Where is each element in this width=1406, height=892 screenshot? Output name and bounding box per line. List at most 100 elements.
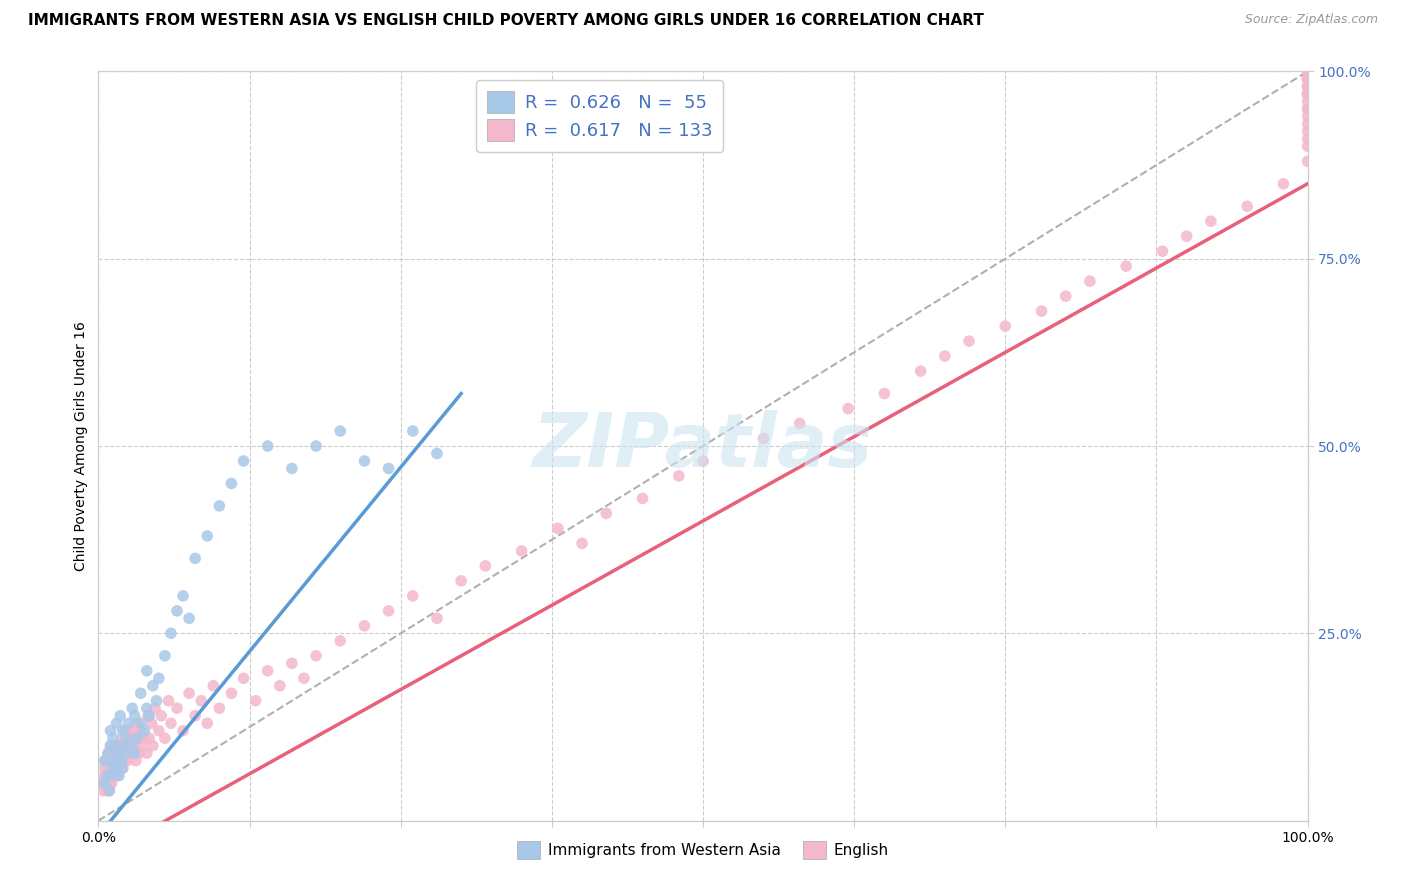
Point (957, 334, 980, 348)
Point (111, 761, 134, 775)
Point (108, 739, 131, 753)
Point (124, 708, 146, 723)
Point (221, 686, 243, 700)
Point (93, 769, 115, 783)
Point (111, 761, 134, 775)
Point (1296, 117, 1319, 131)
Point (172, 723, 194, 738)
Point (108, 739, 131, 753)
Point (135, 746, 157, 760)
Point (377, 604, 399, 618)
Point (202, 679, 225, 693)
Point (148, 723, 170, 738)
Point (107, 746, 129, 760)
Point (100, 761, 122, 775)
Point (94, 776, 117, 790)
Legend: Immigrants from Western Asia, English: Immigrants from Western Asia, English (510, 835, 896, 865)
Point (426, 611, 449, 625)
Point (157, 694, 180, 708)
Point (103, 769, 125, 783)
Point (1296, 154, 1319, 169)
Point (112, 754, 135, 768)
Point (100, 739, 122, 753)
Point (1296, 64, 1319, 78)
Point (281, 461, 304, 475)
Point (221, 476, 243, 491)
Point (1236, 199, 1258, 213)
Point (122, 723, 145, 738)
Point (1296, 132, 1319, 146)
Point (100, 776, 122, 790)
Point (121, 701, 143, 715)
Point (96, 783, 118, 797)
Point (208, 701, 231, 715)
Point (166, 604, 188, 618)
Point (1296, 71, 1319, 86)
Point (1054, 289, 1077, 303)
Point (1152, 244, 1174, 259)
Point (1296, 87, 1319, 101)
Point (190, 694, 212, 708)
Point (91, 783, 114, 797)
Point (98, 783, 121, 797)
Point (172, 589, 194, 603)
Point (292, 671, 315, 685)
Point (100, 769, 122, 783)
Point (141, 716, 163, 731)
Point (329, 424, 352, 438)
Point (510, 544, 533, 558)
Point (1296, 87, 1319, 101)
Point (1199, 214, 1222, 228)
Point (547, 521, 569, 535)
Point (131, 739, 153, 753)
Point (124, 739, 146, 753)
Point (104, 739, 127, 753)
Point (136, 708, 159, 723)
Text: ZIPatlas: ZIPatlas (533, 409, 873, 483)
Point (195, 529, 218, 543)
Point (934, 349, 956, 363)
Point (93, 776, 115, 790)
Point (166, 701, 188, 715)
Point (256, 664, 278, 678)
Point (245, 694, 267, 708)
Point (1296, 87, 1319, 101)
Point (752, 432, 775, 446)
Point (115, 739, 138, 753)
Point (1031, 304, 1053, 318)
Point (101, 761, 124, 775)
Point (105, 716, 128, 731)
Point (129, 686, 152, 700)
Point (353, 619, 375, 633)
Point (789, 417, 811, 431)
Point (105, 761, 128, 775)
Point (100, 723, 122, 738)
Point (118, 746, 141, 760)
Point (153, 648, 176, 663)
Point (94, 754, 117, 768)
Point (134, 723, 156, 738)
Point (103, 754, 125, 768)
Point (142, 739, 165, 753)
Point (108, 708, 131, 723)
Point (97, 746, 120, 760)
Point (1296, 71, 1319, 86)
Point (1296, 64, 1319, 78)
Point (93, 761, 115, 775)
Point (1272, 177, 1295, 191)
Point (269, 679, 291, 693)
Point (100, 754, 122, 768)
Point (910, 364, 932, 378)
Point (138, 708, 160, 723)
Point (97, 761, 120, 775)
Point (127, 716, 149, 731)
Point (108, 769, 131, 783)
Point (125, 754, 148, 768)
Point (474, 558, 496, 573)
Point (837, 401, 859, 416)
Point (426, 446, 449, 460)
Point (105, 754, 128, 768)
Point (110, 746, 132, 760)
Point (100, 761, 122, 775)
Point (117, 754, 139, 768)
